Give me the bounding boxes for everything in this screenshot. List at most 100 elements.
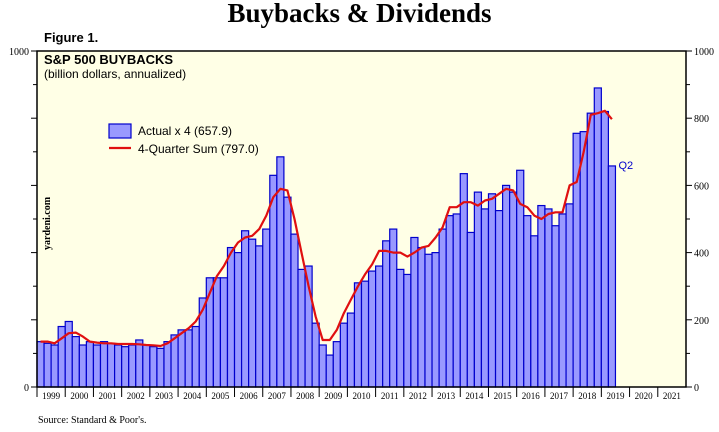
x-year-label: 2003 xyxy=(155,391,174,401)
bar xyxy=(78,344,87,388)
bar xyxy=(177,329,186,388)
x-year-label: 2002 xyxy=(127,391,145,401)
bar xyxy=(233,252,243,388)
bar xyxy=(487,193,497,388)
bar xyxy=(537,204,546,388)
bar xyxy=(318,344,327,388)
x-year-label: 2000 xyxy=(70,391,89,401)
bar xyxy=(579,131,588,388)
bar xyxy=(424,253,433,388)
bar xyxy=(382,240,391,388)
bar xyxy=(297,268,306,388)
x-year-label: 2008 xyxy=(296,391,315,401)
bar xyxy=(325,354,334,388)
bar xyxy=(346,312,356,388)
bar xyxy=(494,210,504,388)
x-year-label: 2007 xyxy=(268,391,287,401)
x-year-label: 2012 xyxy=(409,391,427,401)
bar xyxy=(163,341,172,388)
bar xyxy=(375,265,384,388)
chart-subtitle: (billion dollars, annualized) xyxy=(44,67,186,81)
bar xyxy=(600,110,610,388)
x-year-label: 2019 xyxy=(606,391,625,401)
bar xyxy=(156,347,165,388)
bar xyxy=(92,344,102,388)
bar xyxy=(113,344,123,388)
bar xyxy=(544,208,553,388)
bar xyxy=(360,280,370,388)
bar xyxy=(417,246,426,388)
legend-line-label: 4-Quarter Sum (797.0) xyxy=(138,142,259,156)
bar xyxy=(142,344,151,388)
bar xyxy=(50,344,59,388)
watermark: yardeni.com xyxy=(42,196,53,250)
figure-label: Figure 1. xyxy=(44,30,99,45)
bar xyxy=(509,191,518,388)
q2-annotation: Q2 xyxy=(618,160,633,172)
x-year-label: 1999 xyxy=(42,391,61,401)
bar xyxy=(106,342,116,388)
left-y-tick-label: 0 xyxy=(24,383,29,394)
bar xyxy=(353,282,363,388)
right-y-tick-label: 800 xyxy=(694,114,709,125)
right-y-tick-label: 600 xyxy=(694,181,709,192)
x-year-label: 2014 xyxy=(465,391,484,401)
bar xyxy=(248,238,257,388)
bar xyxy=(311,322,320,388)
bar xyxy=(403,273,412,388)
bar xyxy=(445,215,454,388)
legend-bar-label: Actual x 4 (657.9) xyxy=(138,124,232,138)
bar xyxy=(64,320,73,388)
bar xyxy=(530,235,539,388)
legend-bar-swatch xyxy=(108,123,132,139)
bar xyxy=(99,341,109,388)
x-year-label: 2020 xyxy=(635,391,654,401)
bar xyxy=(558,213,567,388)
bar xyxy=(170,334,179,388)
bar xyxy=(501,184,511,388)
bar xyxy=(396,268,405,388)
bar xyxy=(262,228,271,388)
bar xyxy=(255,245,264,388)
x-year-label: 2021 xyxy=(663,391,681,401)
bar xyxy=(36,341,45,388)
bar xyxy=(128,344,137,388)
bar xyxy=(339,322,348,388)
bar xyxy=(459,173,468,388)
bar xyxy=(191,325,200,388)
bar xyxy=(593,87,602,388)
chart-title: S&P 500 BUYBACKS xyxy=(44,52,173,67)
bar xyxy=(290,233,299,388)
x-year-label: 2006 xyxy=(240,391,259,401)
bar xyxy=(523,215,532,388)
bar xyxy=(551,225,560,388)
x-year-label: 2018 xyxy=(578,391,597,401)
bar xyxy=(184,329,193,388)
x-year-label: 2017 xyxy=(550,391,569,401)
bar xyxy=(438,228,447,388)
bar xyxy=(226,246,236,388)
left-y-tick-label: 1000 xyxy=(9,47,29,58)
bar xyxy=(410,236,419,388)
right-y-tick-label: 1000 xyxy=(694,47,714,58)
bar xyxy=(332,341,341,388)
x-year-label: 2009 xyxy=(324,391,343,401)
x-year-label: 2013 xyxy=(437,391,456,401)
x-year-label: 2010 xyxy=(353,391,372,401)
x-year-label: 2005 xyxy=(211,391,230,401)
bar xyxy=(586,112,595,388)
bar xyxy=(149,346,158,388)
bar xyxy=(452,213,461,388)
right-y-tick-label: 400 xyxy=(694,249,709,260)
bar xyxy=(367,270,377,388)
bar xyxy=(121,346,130,388)
x-year-label: 2015 xyxy=(494,391,513,401)
bar xyxy=(135,339,144,388)
x-year-label: 2011 xyxy=(381,391,399,401)
bar xyxy=(283,196,292,388)
page-title: Buybacks & Dividends xyxy=(227,0,492,28)
right-y-tick-label: 0 xyxy=(694,383,699,394)
bar xyxy=(212,277,222,388)
bar xyxy=(607,165,617,388)
bar xyxy=(565,203,574,388)
